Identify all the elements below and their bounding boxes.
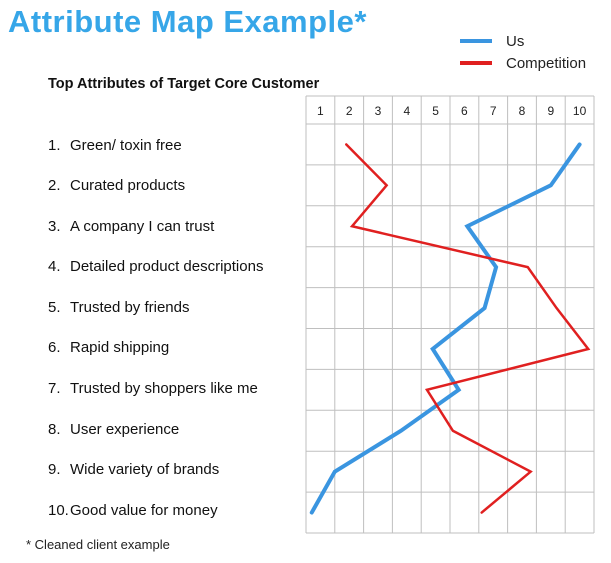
x-tick-label: 10 bbox=[573, 104, 587, 118]
attribute-item: 2. Curated products bbox=[48, 176, 185, 196]
attribute-label: A company I can trust bbox=[70, 218, 215, 235]
data-point-competition bbox=[555, 307, 558, 309]
attribute-label: Trusted by shoppers like me bbox=[70, 380, 258, 397]
x-tick-label: 2 bbox=[346, 104, 353, 118]
data-point-us bbox=[550, 184, 552, 187]
attribute-item: 5. Trusted by friends bbox=[48, 298, 190, 318]
x-tick-label: 1 bbox=[317, 104, 324, 118]
data-point-competition bbox=[426, 389, 428, 391]
data-point-us bbox=[400, 429, 402, 432]
attribute-item: 6. Rapid shipping bbox=[48, 338, 169, 358]
attribute-number: 2. bbox=[48, 177, 61, 194]
attribute-number: 4. bbox=[48, 258, 61, 275]
x-tick-label: 5 bbox=[432, 104, 439, 118]
attribute-label: Detailed product descriptions bbox=[70, 258, 264, 275]
legend-swatch-us bbox=[460, 39, 492, 43]
attribute-item: 1. Green/ toxin free bbox=[48, 136, 182, 156]
attribute-item: 8. User experience bbox=[48, 420, 179, 440]
attribute-label: Green/ toxin free bbox=[70, 137, 182, 154]
data-point-us bbox=[578, 143, 581, 146]
attribute-number: 3. bbox=[48, 218, 61, 235]
attribute-item: 7. Trusted by shoppers like me bbox=[48, 379, 258, 399]
attribute-label: Good value for money bbox=[70, 502, 218, 519]
data-point-us bbox=[457, 389, 460, 391]
series-line-competition bbox=[345, 143, 591, 514]
legend-label-us: Us bbox=[506, 32, 525, 50]
attribute-number: 9. bbox=[48, 461, 61, 478]
attribute-number: 10. bbox=[48, 502, 69, 519]
x-tick-label: 3 bbox=[375, 104, 382, 118]
attribute-item: 9. Wide variety of brands bbox=[48, 460, 219, 480]
data-point-competition bbox=[345, 143, 348, 146]
attribute-label: Wide variety of brands bbox=[70, 461, 220, 478]
data-point-competition bbox=[526, 266, 529, 268]
data-point-us bbox=[495, 266, 497, 268]
data-point-competition bbox=[480, 511, 483, 514]
chart-legend: Us Competition bbox=[460, 30, 586, 74]
attribute-item: 10.Good value for money bbox=[48, 501, 218, 521]
attribute-number: 7. bbox=[48, 380, 61, 397]
legend-swatch-competition bbox=[460, 61, 492, 65]
data-point-us bbox=[431, 348, 434, 350]
data-point-competition bbox=[587, 348, 590, 350]
attribute-item: 3. A company I can trust bbox=[48, 217, 214, 237]
data-point-us bbox=[334, 470, 336, 473]
data-point-us bbox=[310, 511, 313, 514]
data-point-us bbox=[483, 307, 486, 309]
footnote: * Cleaned client example bbox=[26, 537, 170, 552]
attribute-label: Rapid shipping bbox=[70, 339, 170, 356]
x-tick-label: 9 bbox=[547, 104, 554, 118]
legend-label-competition: Competition bbox=[506, 54, 587, 72]
page-title: Attribute Map Example* bbox=[8, 4, 367, 39]
x-tick-label: 7 bbox=[490, 104, 497, 118]
attribute-number: 8. bbox=[48, 421, 61, 438]
legend-item-us: Us bbox=[460, 30, 586, 52]
data-point-competition bbox=[385, 184, 388, 187]
data-point-competition bbox=[529, 470, 532, 473]
x-tick-label: 6 bbox=[461, 104, 468, 118]
data-point-competition bbox=[452, 429, 454, 432]
legend-item-competition: Competition bbox=[460, 52, 586, 74]
attribute-item: 4. Detailed product descriptions bbox=[48, 257, 263, 277]
attribute-label: Trusted by friends bbox=[70, 299, 190, 316]
x-tick-label: 8 bbox=[519, 104, 526, 118]
series-line-us bbox=[309, 142, 582, 515]
attribute-number: 1. bbox=[48, 137, 61, 154]
data-point-competition bbox=[351, 225, 353, 228]
chart-subtitle: Top Attributes of Target Core Customer bbox=[48, 76, 320, 92]
attribute-label: Curated products bbox=[70, 177, 186, 194]
data-point-us bbox=[466, 225, 469, 228]
attribute-number: 5. bbox=[48, 299, 61, 316]
attribute-label: User experience bbox=[70, 421, 180, 438]
attribute-number: 6. bbox=[48, 339, 61, 356]
x-tick-label: 4 bbox=[403, 104, 410, 118]
